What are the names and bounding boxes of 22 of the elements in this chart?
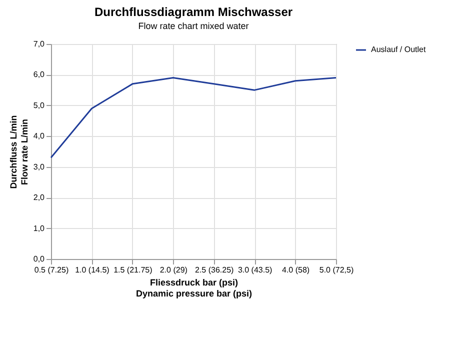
x-tick-label: 2.0 (29)	[160, 266, 188, 274]
y-tick-label: 4,0	[33, 132, 46, 141]
x-tick-label: 3.0 (43.5)	[238, 266, 273, 274]
y-axis-title: Durchfluss L/min Flow rate L/min	[8, 115, 30, 189]
x-tick-label: 1.0 (14.5)	[75, 266, 110, 274]
y-tick-label: 3,0	[33, 162, 46, 172]
x-tick-label: 0.5 (7.25)	[34, 266, 69, 274]
x-tick-label: 4.0 (58)	[282, 266, 310, 274]
line-series	[50, 77, 337, 158]
y-tick-label: 0,0	[33, 254, 46, 264]
chart-subtitle: Flow rate chart mixed water	[138, 21, 249, 31]
x-tick-label: 1.5 (21.75)	[114, 266, 153, 274]
chart-title: Durchflussdiagramm Mischwasser	[94, 5, 293, 19]
y-tick-label: 6,0	[33, 70, 46, 80]
x-tick-label: 5.0 (72,5)	[319, 266, 354, 274]
x-tick-label: 2.5 (36.25)	[195, 266, 234, 274]
y-tick-label: 5,0	[33, 100, 46, 110]
y-tick-label: 7,0	[33, 40, 46, 48]
x-axis-title: Fliessdruck bar (psi) Dynamic pressure bar (psi)	[136, 278, 252, 298]
y-tick-label: 1,0	[33, 224, 46, 233]
y-tick-label: 2,0	[33, 193, 46, 202]
legend-label: Auslauf / Outlet	[371, 45, 426, 54]
